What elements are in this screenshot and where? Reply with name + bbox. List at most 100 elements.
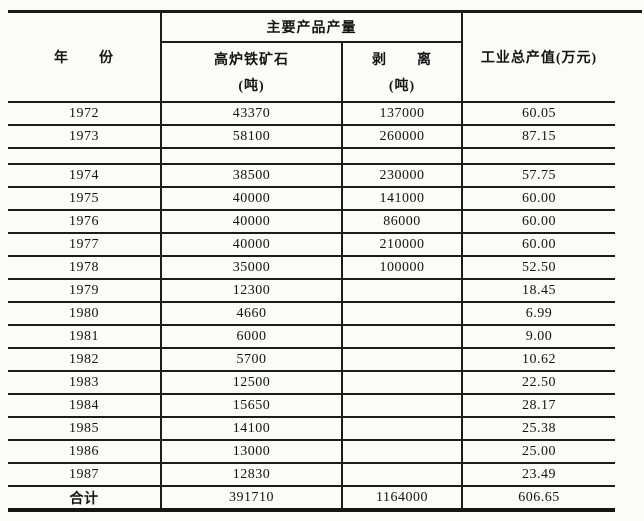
value-cell: 57.75	[462, 164, 615, 188]
header-year: 年 份	[8, 13, 162, 103]
year-cell: 1981	[8, 325, 162, 349]
value-cell: 6.99	[462, 302, 615, 326]
table-row: 1984 15650 28.17	[8, 394, 615, 418]
table-row: 1981 6000 9.00	[8, 325, 615, 349]
header-industrial-output-value: 工业总产值(万元)	[462, 13, 615, 103]
year-cell: 1979	[8, 279, 162, 303]
strip-cell	[342, 279, 463, 303]
table-row: 1978 35000 100000 52.50	[8, 256, 615, 280]
strip-cell	[342, 463, 463, 487]
header-stripping-name: 剥 离	[372, 53, 432, 68]
ore-cell: 38500	[161, 164, 343, 188]
strip-cell: 100000	[342, 256, 463, 280]
value-cell: 60.00	[462, 187, 615, 211]
ore-cell: 4660	[161, 302, 343, 326]
ore-cell: 12300	[161, 279, 343, 303]
ore-cell: 6000	[161, 325, 343, 349]
strip-cell: 260000	[342, 125, 463, 149]
strip-cell	[342, 302, 463, 326]
total-label: 合计	[8, 486, 162, 512]
value-cell: 60.00	[462, 210, 615, 234]
value-cell: 52.50	[462, 256, 615, 280]
year-cell: 1980	[8, 302, 162, 326]
value-cell: 10.62	[462, 348, 615, 372]
year-cell: 1987	[8, 463, 162, 487]
ore-cell: 15650	[161, 394, 343, 418]
strip-cell: 137000	[342, 102, 463, 126]
ore-cell: 43370	[161, 102, 343, 126]
table-row: 1979 12300 18.45	[8, 279, 615, 303]
strip-cell	[342, 417, 463, 441]
value-cell	[462, 148, 615, 165]
year-cell	[8, 148, 162, 165]
header-row-sub: 高炉铁矿石 (吨) 剥 离 (吨)	[8, 42, 615, 103]
value-cell: 60.05	[462, 102, 615, 126]
strip-cell: 210000	[342, 233, 463, 257]
year-cell: 1976	[8, 210, 162, 234]
table-row: 1985 14100 25.38	[8, 417, 615, 441]
value-cell: 9.00	[462, 325, 615, 349]
year-cell: 1982	[8, 348, 162, 372]
value-cell: 22.50	[462, 371, 615, 395]
ore-cell: 40000	[161, 210, 343, 234]
strip-cell	[342, 148, 463, 165]
header-stripping-unit: (吨)	[388, 79, 416, 94]
header-stripping: 剥 离 (吨)	[342, 42, 463, 103]
strip-cell	[342, 371, 463, 395]
value-cell: 25.38	[462, 417, 615, 441]
table-top-rule	[8, 10, 642, 13]
table-row: 1972 43370 137000 60.05	[8, 102, 615, 126]
value-cell: 60.00	[462, 233, 615, 257]
total-strip-cell: 1164000	[342, 486, 463, 512]
total-row: 合计 391710 1164000 606.65	[8, 486, 615, 512]
ore-cell: 5700	[161, 348, 343, 372]
header-row-group: 年 份 主要产品产量 工业总产值(万元)	[8, 13, 615, 103]
strip-cell: 230000	[342, 164, 463, 188]
ore-cell: 40000	[161, 233, 343, 257]
strip-cell: 86000	[342, 210, 463, 234]
strip-cell: 141000	[342, 187, 463, 211]
header-ore-unit: (吨)	[238, 79, 265, 94]
value-cell: 23.49	[462, 463, 615, 487]
ore-cell	[161, 148, 343, 165]
value-cell: 18.45	[462, 279, 615, 303]
year-cell: 1986	[8, 440, 162, 464]
table-row: 1977 40000 210000 60.00	[8, 233, 615, 257]
ore-cell: 13000	[161, 440, 343, 464]
value-cell: 28.17	[462, 394, 615, 418]
ore-cell: 40000	[161, 187, 343, 211]
year-cell: 1985	[8, 417, 162, 441]
year-cell: 1973	[8, 125, 162, 149]
table-row: 1980 4660 6.99	[8, 302, 615, 326]
value-cell: 87.15	[462, 125, 615, 149]
year-cell: 1983	[8, 371, 162, 395]
table-row: 1975 40000 141000 60.00	[8, 187, 615, 211]
strip-cell	[342, 348, 463, 372]
year-cell: 1984	[8, 394, 162, 418]
year-cell: 1974	[8, 164, 162, 188]
header-ore-name: 高炉铁矿石	[214, 53, 289, 68]
total-ore-cell: 391710	[161, 486, 343, 512]
table-row: 1986 13000 25.00	[8, 440, 615, 464]
table-row: 1983 12500 22.50	[8, 371, 615, 395]
table-row: 1976 40000 86000 60.00	[8, 210, 615, 234]
ore-cell: 12500	[161, 371, 343, 395]
year-cell: 1975	[8, 187, 162, 211]
production-table: 年 份 主要产品产量 工业总产值(万元) 高炉铁矿石 (吨) 剥 离 (吨) 1…	[8, 13, 615, 512]
strip-cell	[342, 440, 463, 464]
header-main-products-group: 主要产品产量	[161, 13, 463, 43]
ore-cell: 35000	[161, 256, 343, 280]
table-row: 1987 12830 23.49	[8, 463, 615, 487]
ore-cell: 12830	[161, 463, 343, 487]
ore-cell: 58100	[161, 125, 343, 149]
header-blast-furnace-iron-ore: 高炉铁矿石 (吨)	[161, 42, 343, 103]
strip-cell	[342, 394, 463, 418]
value-cell: 25.00	[462, 440, 615, 464]
table-row: 1982 5700 10.62	[8, 348, 615, 372]
total-value-cell: 606.65	[462, 486, 615, 512]
year-cell: 1977	[8, 233, 162, 257]
table-row: 1974 38500 230000 57.75	[8, 164, 615, 188]
spacer-row	[8, 148, 615, 165]
year-cell: 1972	[8, 102, 162, 126]
